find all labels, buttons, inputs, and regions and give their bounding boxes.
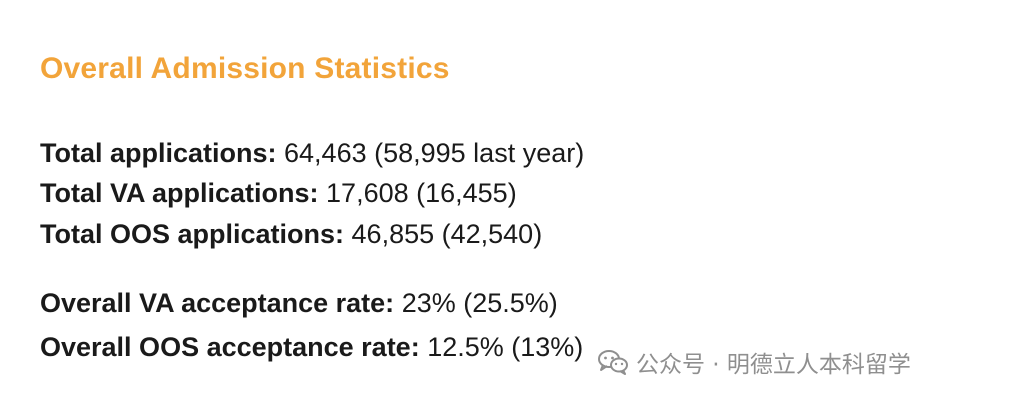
watermark: 公众号 · 明德立人本科留学 <box>598 344 911 380</box>
stat-label: Overall VA acceptance rate: <box>40 288 395 318</box>
stat-va-acceptance-rate: Overall VA acceptance rate: 23% (25.5%) <box>40 286 558 320</box>
stat-total-oos-applications: Total OOS applications: 46,855 (42,540) <box>40 217 542 251</box>
stat-label: Total VA applications: <box>40 178 319 208</box>
stat-label: Total OOS applications: <box>40 219 345 249</box>
stat-label: Overall OOS acceptance rate: <box>40 332 420 362</box>
stat-value: 46,855 (42,540) <box>344 219 543 249</box>
stat-total-va-applications: Total VA applications: 17,608 (16,455) <box>40 176 517 210</box>
watermark-text: 公众号 · 明德立人本科留学 <box>636 352 911 378</box>
stat-total-applications: Total applications: 64,463 (58,995 last … <box>40 136 584 170</box>
stat-value: 64,463 (58,995 last year) <box>276 138 585 168</box>
stat-oos-acceptance-rate: Overall OOS acceptance rate: 12.5% (13%) <box>40 330 583 364</box>
stat-value: 23% (25.5%) <box>394 288 558 318</box>
wechat-icon <box>598 349 628 375</box>
page-title: Overall Admission Statistics <box>40 52 450 85</box>
stat-value: 12.5% (13%) <box>419 332 584 362</box>
stat-value: 17,608 (16,455) <box>318 178 517 208</box>
stat-label: Total applications: <box>40 138 277 168</box>
